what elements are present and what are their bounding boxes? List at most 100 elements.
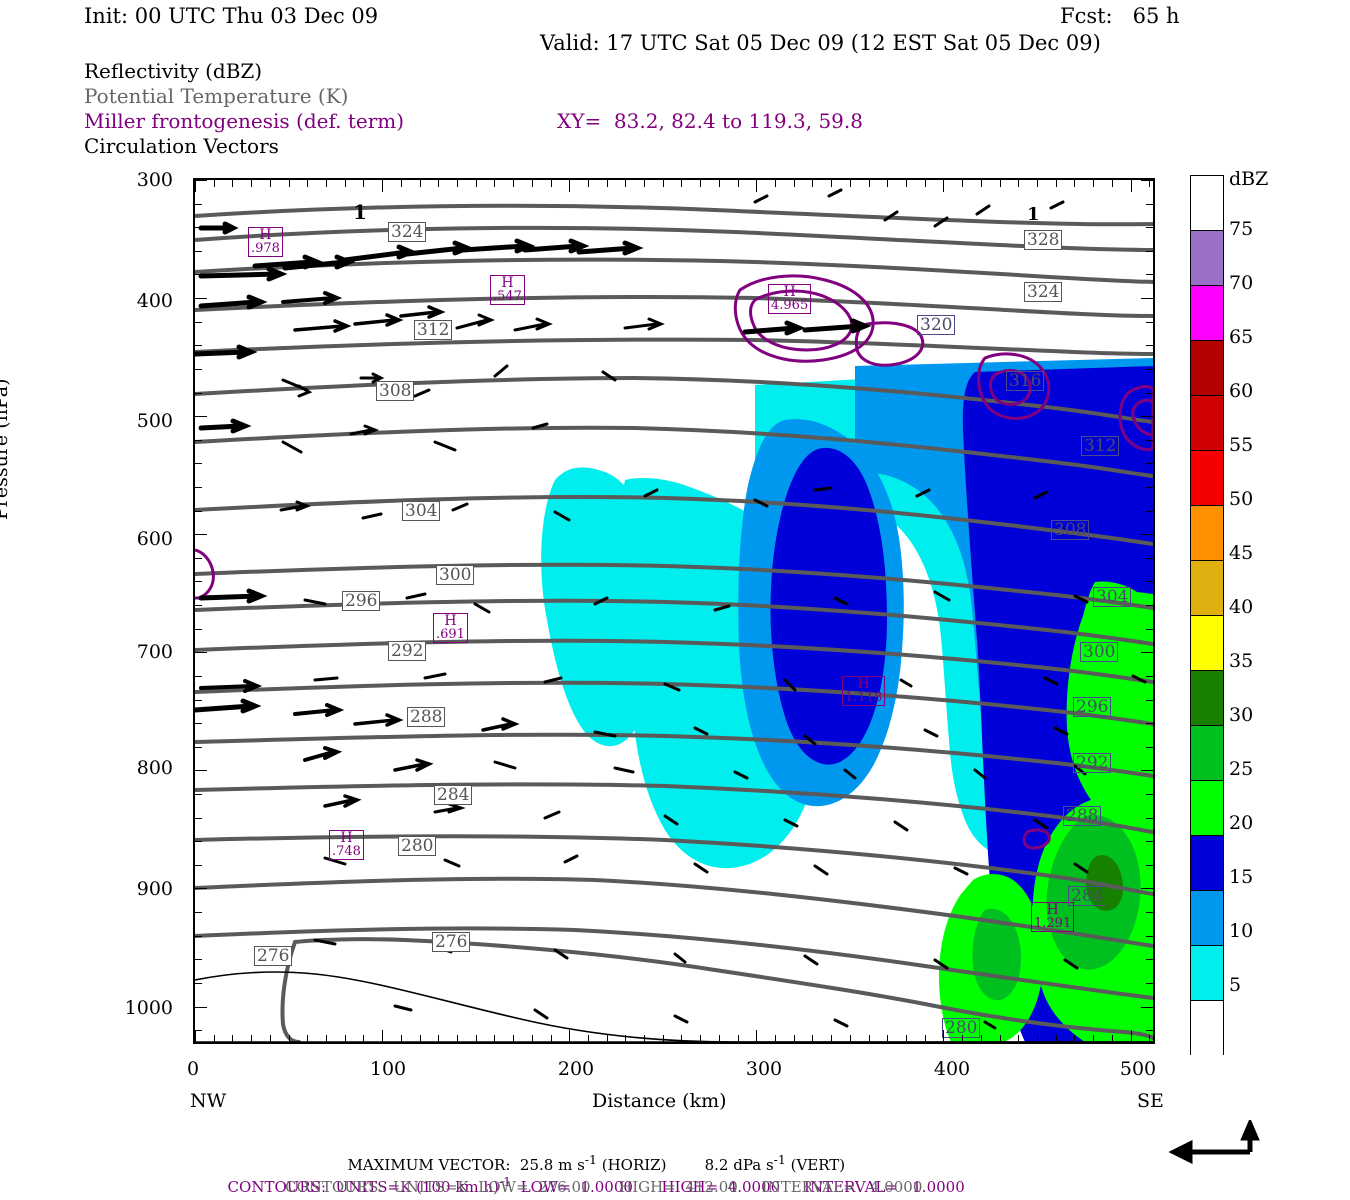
- colorbar-tick: 40: [1229, 596, 1254, 618]
- x-axis-tick: [887, 180, 889, 187]
- field-label-reflectivity: Reflectivity (dBZ): [84, 59, 263, 83]
- theta-contour-label: 324: [388, 222, 427, 242]
- y-axis-tick: [1146, 274, 1153, 276]
- colorbar-band: [1190, 670, 1224, 725]
- y-axis-tick: [195, 487, 202, 488]
- x-axis-tick: [1111, 1035, 1113, 1042]
- init-time: Init: 00 UTC Thu 03 Dec 09: [84, 4, 379, 28]
- reference-vector-icon: [1168, 1120, 1260, 1165]
- y-axis-tick: [1141, 298, 1153, 300]
- theta-contour-label: 276: [432, 932, 471, 952]
- colorbar-tick: 45: [1229, 542, 1254, 564]
- theta-contour-label: 288: [1063, 806, 1102, 826]
- x-axis-tick: [662, 1035, 664, 1042]
- x-axis-tick: [382, 180, 384, 192]
- y-axis-tick: [195, 794, 202, 796]
- theta-contour-label: 296: [1073, 697, 1112, 717]
- x-axis-tick: [943, 1030, 945, 1042]
- y-axis-tick: [1146, 699, 1153, 701]
- field-label-vectors: Circulation Vectors: [84, 134, 279, 158]
- theta-contour-label: 328: [1024, 230, 1063, 250]
- y-axis-tick: [195, 723, 202, 725]
- theta-contour-label: 280: [398, 836, 437, 856]
- x-axis-tick: [400, 180, 402, 187]
- x-axis-tick: [924, 1035, 926, 1042]
- x-axis-tick: [700, 180, 702, 187]
- y-axis-tick: [1146, 557, 1153, 559]
- x-axis-tick: [456, 1035, 458, 1042]
- y-axis-tick: [1146, 463, 1153, 465]
- colorbar-tick: 25: [1229, 758, 1254, 780]
- y-axis-tick: [1146, 794, 1153, 796]
- y-axis-tick: [195, 770, 207, 772]
- theta-contour-label: 316: [1006, 371, 1045, 391]
- frontogenesis-max-label: H 1.118: [842, 676, 886, 706]
- x-axis-tick: [1149, 1035, 1151, 1042]
- x-axis-tick: [906, 1035, 908, 1042]
- x-axis-tick: [681, 1035, 683, 1042]
- y-axis-tick: [1141, 770, 1153, 772]
- colorbar-tick: 15: [1229, 866, 1254, 888]
- y-axis-tick: [1146, 982, 1153, 984]
- frontogenesis-max-label: H .547: [490, 275, 525, 305]
- x-axis-tick: [288, 180, 290, 187]
- y-tick-900: 900: [136, 878, 173, 900]
- y-axis-tick: [1141, 652, 1153, 654]
- y-tick-800: 800: [136, 757, 173, 779]
- theta-contour-label: 284: [434, 785, 473, 805]
- x-axis-tick: [962, 1035, 964, 1042]
- y-axis-tick: [195, 274, 202, 276]
- colorbar-title: dBZ: [1229, 168, 1269, 190]
- frontogenesis-max-marker: H: [501, 275, 514, 291]
- colorbar-tick: 70: [1229, 272, 1254, 294]
- frontogenesis-max-marker: H: [340, 830, 353, 846]
- x-axis-tick: [812, 180, 814, 187]
- colorbar-band: [1190, 285, 1224, 340]
- colorbar-tick: 5: [1229, 974, 1242, 996]
- colorbar-band: [1190, 615, 1224, 670]
- fronto-contour-units: CONTOURS: UNITS=K (100 km h): [227, 1178, 499, 1196]
- frontogenesis-max-value: 1.118: [845, 690, 883, 705]
- y-tick-400: 400: [136, 290, 173, 312]
- theta-contour-label: 280: [942, 1018, 981, 1038]
- y-tick-600: 600: [136, 528, 173, 550]
- cross-section-endpoints: XY= 83.2, 82.4 to 119.3, 59.8: [557, 109, 863, 133]
- x-axis-tick: [288, 1035, 290, 1042]
- x-axis-tick: [1130, 180, 1132, 192]
- x-axis-tick: [400, 1035, 402, 1042]
- colorbar-band: [1190, 450, 1224, 505]
- y-axis-tick: [195, 864, 202, 866]
- max-vector-text-2: (HORIZ) 8.2 dPa s: [596, 1156, 774, 1174]
- x-axis-tick: [1055, 180, 1057, 187]
- y-axis-tick: [1146, 439, 1153, 441]
- theta-contour-label: 292: [1073, 753, 1112, 773]
- colorbar-tick: 50: [1229, 488, 1254, 510]
- x-axis-tick: [868, 1035, 870, 1042]
- colorbar: [1190, 175, 1224, 1055]
- forecast-hour: Fcst: 65 h: [1060, 4, 1180, 28]
- y-axis-tick: [195, 982, 202, 984]
- y-axis-tick: [195, 298, 207, 300]
- x-axis-tick: [269, 1035, 271, 1042]
- y-axis-tick: [1146, 321, 1153, 323]
- theta-contour-label: 300: [436, 565, 475, 585]
- y-axis-tick: [1146, 864, 1153, 866]
- colorbar-tick: 60: [1229, 380, 1254, 402]
- colorbar-tick: 10: [1229, 920, 1254, 942]
- x-axis-tick: [251, 1035, 253, 1042]
- y-axis-tick: [195, 463, 202, 465]
- y-axis-tick: [195, 652, 207, 654]
- y-axis-tick: [1141, 888, 1153, 890]
- x-axis-tick: [550, 180, 552, 187]
- y-axis-tick: [1141, 1006, 1153, 1008]
- frontogenesis-max-marker: H: [1046, 902, 1059, 918]
- x-axis-tick: [1093, 180, 1095, 187]
- colorbar-band: [1190, 725, 1224, 780]
- theta-contour-label: 308: [1051, 520, 1090, 540]
- y-axis-tick: [195, 605, 202, 607]
- colorbar-band: [1190, 340, 1224, 395]
- colorbar-tick: 35: [1229, 650, 1254, 672]
- x-axis-tick: [980, 180, 982, 187]
- colorbar-tick: 75: [1229, 218, 1254, 240]
- fronto-contour-exponent: -1: [498, 1174, 512, 1189]
